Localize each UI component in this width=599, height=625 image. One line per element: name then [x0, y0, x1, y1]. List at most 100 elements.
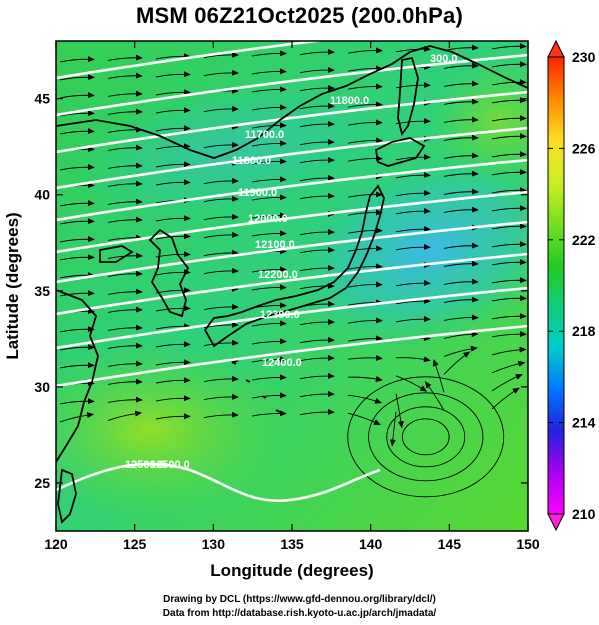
- streamline-arrow: [395, 316, 431, 323]
- streamline-arrow: [59, 344, 95, 351]
- streamline-arrow: [299, 66, 335, 74]
- contour-label: 12400.0: [262, 357, 302, 369]
- streamline-arrow: [251, 338, 287, 345]
- streamline-arrow: [347, 394, 383, 404]
- streamline-arrow: [299, 372, 335, 380]
- streamline-arrow: [251, 392, 287, 399]
- colorbar-top-triangle: [547, 39, 565, 58]
- streamline-arrow: [107, 72, 143, 79]
- streamline-arrow: [59, 164, 95, 171]
- streamline-arrow: [395, 375, 428, 392]
- streamline-arrow: [155, 125, 191, 132]
- contour-line: [56, 462, 381, 503]
- streamline-arrow: [299, 138, 335, 146]
- streamline-arrow: [203, 213, 239, 221]
- streamline-arrow: [299, 354, 335, 362]
- y-tick-label: 25: [34, 475, 50, 491]
- streamline-arrow: [203, 51, 239, 59]
- streamline-arrow: [491, 205, 527, 212]
- contour-line: [56, 53, 528, 117]
- streamline-arrow: [107, 90, 143, 97]
- streamline-arrow: [347, 281, 383, 288]
- streamline-arrow: [443, 242, 479, 249]
- streamline-arrow: [347, 227, 383, 234]
- coastline: [375, 137, 426, 167]
- streamline-arrow: [155, 179, 191, 186]
- y-tick-label: 40: [34, 187, 50, 203]
- streamline-arrow: [491, 387, 520, 410]
- streamline-arrow: [155, 107, 191, 114]
- streamline-arrow: [251, 50, 287, 57]
- streamline-arrow: [155, 233, 191, 240]
- x-axis-label: Longitude (degrees): [210, 561, 373, 580]
- streamline-arrow: [59, 362, 95, 369]
- x-tick-label: 150: [516, 536, 540, 552]
- colorbar: 230 226 222 218 214 210: [547, 39, 596, 532]
- streamline-arrow: [251, 122, 287, 129]
- streamline-arrow: [203, 375, 239, 383]
- streamline-arrow: [443, 80, 479, 87]
- streamline-arrow: [443, 278, 479, 285]
- streamline-arrow: [491, 277, 527, 284]
- streamline-arrow: [59, 412, 95, 423]
- colorbar-bottom-triangle: [547, 513, 565, 532]
- streamline-arrow: [299, 246, 335, 254]
- streamline-arrow: [299, 174, 335, 182]
- streamline-arrow: [107, 396, 143, 403]
- streamline-arrow: [443, 345, 478, 357]
- streamline-arrow: [443, 116, 479, 123]
- streamline-arrow: [107, 410, 143, 421]
- streamline-arrow: [491, 43, 527, 50]
- streamline-arrow: [59, 236, 95, 243]
- streamline-arrow: [203, 267, 239, 275]
- streamline-arrow: [347, 245, 383, 252]
- streamline-arrow: [299, 156, 335, 164]
- streamline-arrow: [251, 230, 287, 237]
- streamline-arrow: [155, 161, 191, 168]
- streamline-arrow: [251, 194, 287, 201]
- streamline-arrow: [251, 68, 287, 75]
- streamline-arrow: [155, 323, 191, 330]
- streamline-arrow: [155, 395, 191, 402]
- streamline-arrow: [107, 342, 143, 349]
- contour-line: [56, 252, 528, 316]
- contour-label: 11900.0: [238, 187, 277, 199]
- streamline-arrow: [347, 412, 381, 426]
- streamline-arrow: [443, 62, 479, 69]
- streamline-arrow: [203, 339, 239, 347]
- streamline-arrow: [491, 346, 527, 356]
- streamline-arrow: [107, 270, 143, 277]
- streamline-arrow: [395, 280, 431, 287]
- streamline-arrow: [155, 341, 191, 348]
- streamline-arrow: [251, 374, 287, 381]
- streamline-arrow: [203, 195, 239, 203]
- colorbar-tick-label: 222: [572, 232, 596, 248]
- contour-line: [56, 190, 528, 254]
- coastline: [99, 245, 134, 263]
- streamline-arrow: [59, 74, 95, 81]
- streamline-arrow: [251, 158, 287, 165]
- streamline-arrow: [347, 335, 383, 342]
- streamline-arrow: [203, 393, 239, 401]
- streamline-arrow: [491, 151, 527, 158]
- coastline: [203, 184, 385, 348]
- streamline-arrow: [347, 83, 383, 90]
- streamline-arrow: [347, 101, 383, 108]
- warm-region-northeast: [430, 60, 528, 180]
- cyclone-streamline: [401, 418, 450, 456]
- streamline-arrow: [59, 290, 95, 297]
- streamline-arrow: [107, 108, 143, 115]
- streamline-arrow: [347, 191, 383, 198]
- streamline-arrow: [299, 84, 335, 92]
- streamline-arrow: [155, 359, 191, 366]
- streamline-arrow: [424, 381, 445, 411]
- streamline-arrow: [299, 228, 335, 236]
- contour-label: 11800.0: [330, 95, 369, 107]
- streamline-arrow: [155, 413, 191, 420]
- streamline-arrow: [107, 180, 143, 187]
- streamline-arrow: [107, 324, 143, 331]
- credit-data: Data from http://database.rish.kyoto-u.a…: [162, 608, 437, 619]
- streamline-arrow: [203, 69, 239, 77]
- streamline-arrow: [395, 244, 431, 251]
- streamline-arrow: [491, 133, 527, 140]
